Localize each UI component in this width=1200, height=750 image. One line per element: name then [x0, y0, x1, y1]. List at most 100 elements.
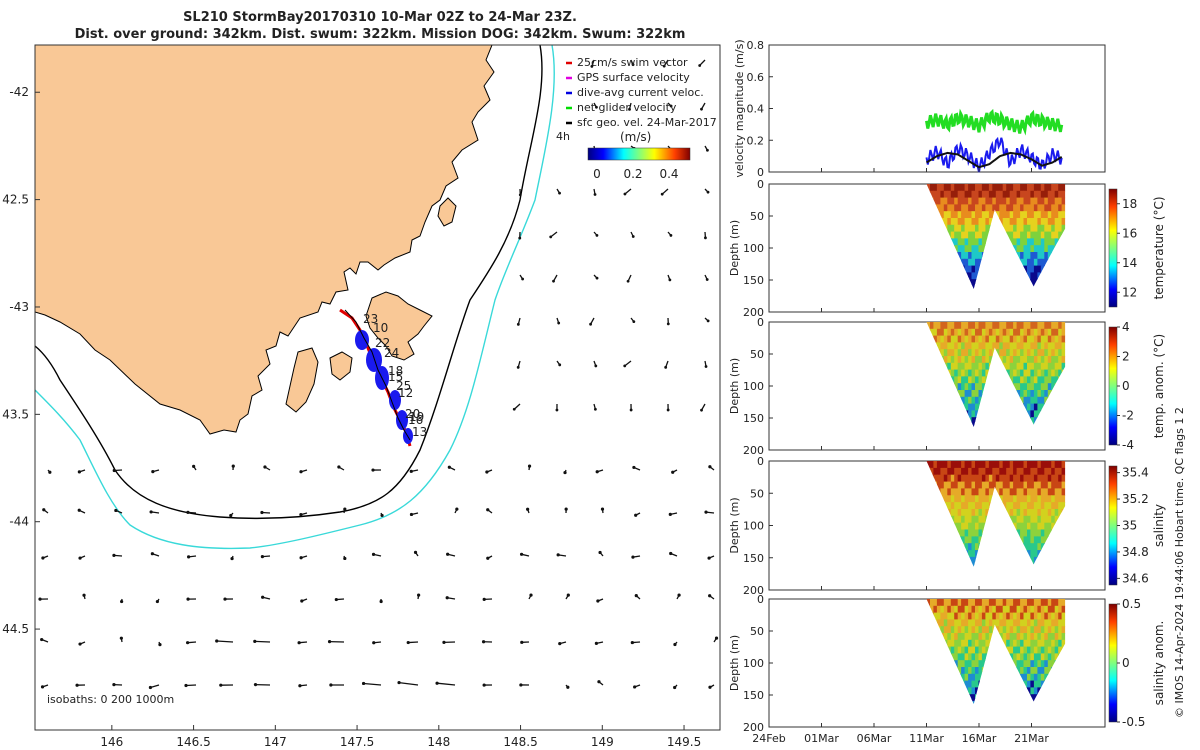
geo-velocity-arrow-head — [566, 685, 570, 689]
geo-velocity-arrow-head — [526, 507, 530, 511]
section-panel-sal_anom: 0 50 100 150 200 Depth (m) 24Feb 01Mar 06Mar 11Ma… — [728, 593, 1166, 745]
map-frame — [34, 44, 721, 731]
geo-velocity-arrow-head — [597, 680, 601, 684]
geo-velocity-arrow-head — [409, 512, 414, 517]
geo-velocity-arrow-head — [409, 469, 413, 473]
land-bruny — [285, 347, 319, 413]
colorbar-tick-label: 35 — [1122, 519, 1137, 533]
geo-velocity-arrow-head — [629, 408, 633, 412]
geo-velocity-arrow-head — [633, 685, 637, 689]
colorbar-label: temperature (°C) — [1152, 197, 1166, 300]
depth-tick-label: 0 — [757, 455, 764, 468]
geo-velocity-arrow-head — [482, 597, 486, 601]
geo-velocity-arrow-head — [673, 642, 677, 647]
map-y-tick-label: 42.5 — [2, 193, 29, 207]
track-day-label: 24 — [384, 346, 399, 360]
geo-velocity-arrow-head — [447, 465, 451, 469]
geo-velocity-arrow-head — [632, 465, 636, 470]
time-tick-label: 06Mar — [857, 732, 892, 745]
colorbar-tick-label: 2 — [1122, 350, 1130, 364]
geo-velocity-arrow-head — [708, 685, 712, 689]
geo-velocity-arrow-head — [261, 595, 265, 599]
section-panel-temp_anom: 0 50 100 150 200 Depth (m) -4 -2 0 2 4 temp. anom. … — [728, 316, 1166, 457]
geo-velocity-arrow-head — [481, 640, 486, 644]
geo-velocity-arrow-head — [556, 553, 560, 557]
geo-velocity-arrow-head — [150, 552, 154, 556]
geo-velocity-arrow-head — [77, 470, 81, 474]
legend-label: 25cm/s swim vector — [577, 56, 688, 69]
geo-velocity-arrow-head — [155, 599, 159, 604]
colorbar-tick-label: 16 — [1122, 226, 1137, 240]
geo-velocity-arrow-head — [486, 508, 490, 512]
depth-tick-label: 200 — [743, 584, 764, 597]
depth-tick-label: 100 — [743, 380, 764, 393]
geo-velocity-arrow-head — [705, 278, 709, 281]
geo-velocity-arrow-head — [397, 680, 401, 685]
geo-velocity-arrow-head — [707, 556, 711, 560]
geo-velocity-arrow-head — [677, 593, 681, 597]
colorbar-tick-label: 14 — [1122, 256, 1137, 270]
geo-velocity-arrow-head — [706, 319, 710, 323]
geo-velocity-arrow-head — [557, 321, 561, 325]
geo-velocity-arrow-head — [299, 470, 303, 474]
geo-velocity-arrow-head — [594, 641, 598, 646]
legend-label: net glider velocity — [577, 101, 677, 114]
geo-velocity-arrow-head — [555, 408, 559, 412]
time-tick-label: 11Mar — [909, 732, 944, 745]
geo-velocity-arrow-head — [516, 322, 520, 326]
geo-velocity-arrow-head — [253, 682, 258, 687]
geo-velocity-arrow — [437, 682, 456, 686]
geo-velocity-arrow-head — [595, 276, 599, 280]
geo-velocity-arrow-head — [673, 685, 677, 690]
colorbar-tick-label: 18 — [1122, 197, 1137, 211]
land-peninsula-south — [329, 351, 353, 381]
colorbar-tick-label: 4 — [1122, 320, 1130, 334]
geo-velocity-arrow-head — [455, 507, 459, 511]
section-panel-temperature: 0 50 100 150 200 Depth (m) 12 14 16 18 temperature… — [728, 178, 1166, 319]
geo-velocity-arrow-head — [558, 363, 562, 367]
geo-velocity-arrow-head — [631, 555, 635, 559]
geo-velocity-arrow-head — [112, 553, 116, 557]
track-day-label: 18 — [388, 364, 403, 378]
geo-velocity-arrow-head — [371, 468, 375, 472]
map-x-tick-label: 146 — [100, 735, 123, 749]
geo-velocity-arrow-head — [78, 556, 82, 560]
map-x-tick-label: 147 — [264, 735, 287, 749]
geo-velocity-arrow-head — [435, 681, 439, 685]
geo-velocity-arrow-head — [631, 63, 635, 67]
geo-velocity-arrow-head — [112, 468, 116, 473]
map-y-tick-label: -44 — [9, 515, 29, 529]
geo-velocity-arrow-head — [337, 465, 341, 469]
geo-velocity-arrow-head — [298, 684, 302, 688]
depth-tick-label: 200 — [743, 306, 764, 319]
depth-tick-label: 0 — [757, 593, 764, 606]
depth-tick-label: 150 — [743, 689, 764, 702]
section-colorbar — [1108, 465, 1118, 586]
geo-velocity-arrow-head — [230, 556, 234, 561]
geo-velocity-arrow-head — [700, 107, 703, 111]
track-day-label: 19 — [409, 410, 424, 424]
map-colorbar — [587, 147, 691, 161]
geo-velocity-arrow-head — [708, 594, 712, 598]
velocity-y-tick-label: 0.8 — [747, 39, 765, 52]
geo-velocity-arrow-head — [527, 464, 532, 468]
legend-label: sfc geo. vel. 24-Mar-2017 — [577, 116, 717, 129]
geo-velocity-arrow-head — [41, 556, 45, 560]
map-y-tick-label: 43.5 — [2, 407, 29, 421]
geo-velocity-arrow-head — [229, 513, 233, 518]
geo-velocity-arrow-head — [297, 641, 301, 645]
colorbar-tick-label: 34.8 — [1122, 545, 1149, 559]
depth-tick-label: 50 — [750, 210, 764, 223]
isobath-1000 — [35, 45, 555, 550]
geo-velocity-arrow-head — [564, 507, 568, 511]
geo-velocity-arrow-head — [626, 279, 630, 283]
geo-velocity-arrow — [408, 641, 419, 644]
geo-velocity-arrow-head — [662, 64, 666, 68]
geo-velocity-arrow-head — [630, 640, 634, 645]
section-colorbar — [1108, 603, 1118, 723]
colorbar-tick-label: 0 — [1122, 379, 1130, 393]
geo-velocity-arrow-head — [598, 550, 602, 555]
geo-velocity-arrow-head — [518, 236, 522, 240]
